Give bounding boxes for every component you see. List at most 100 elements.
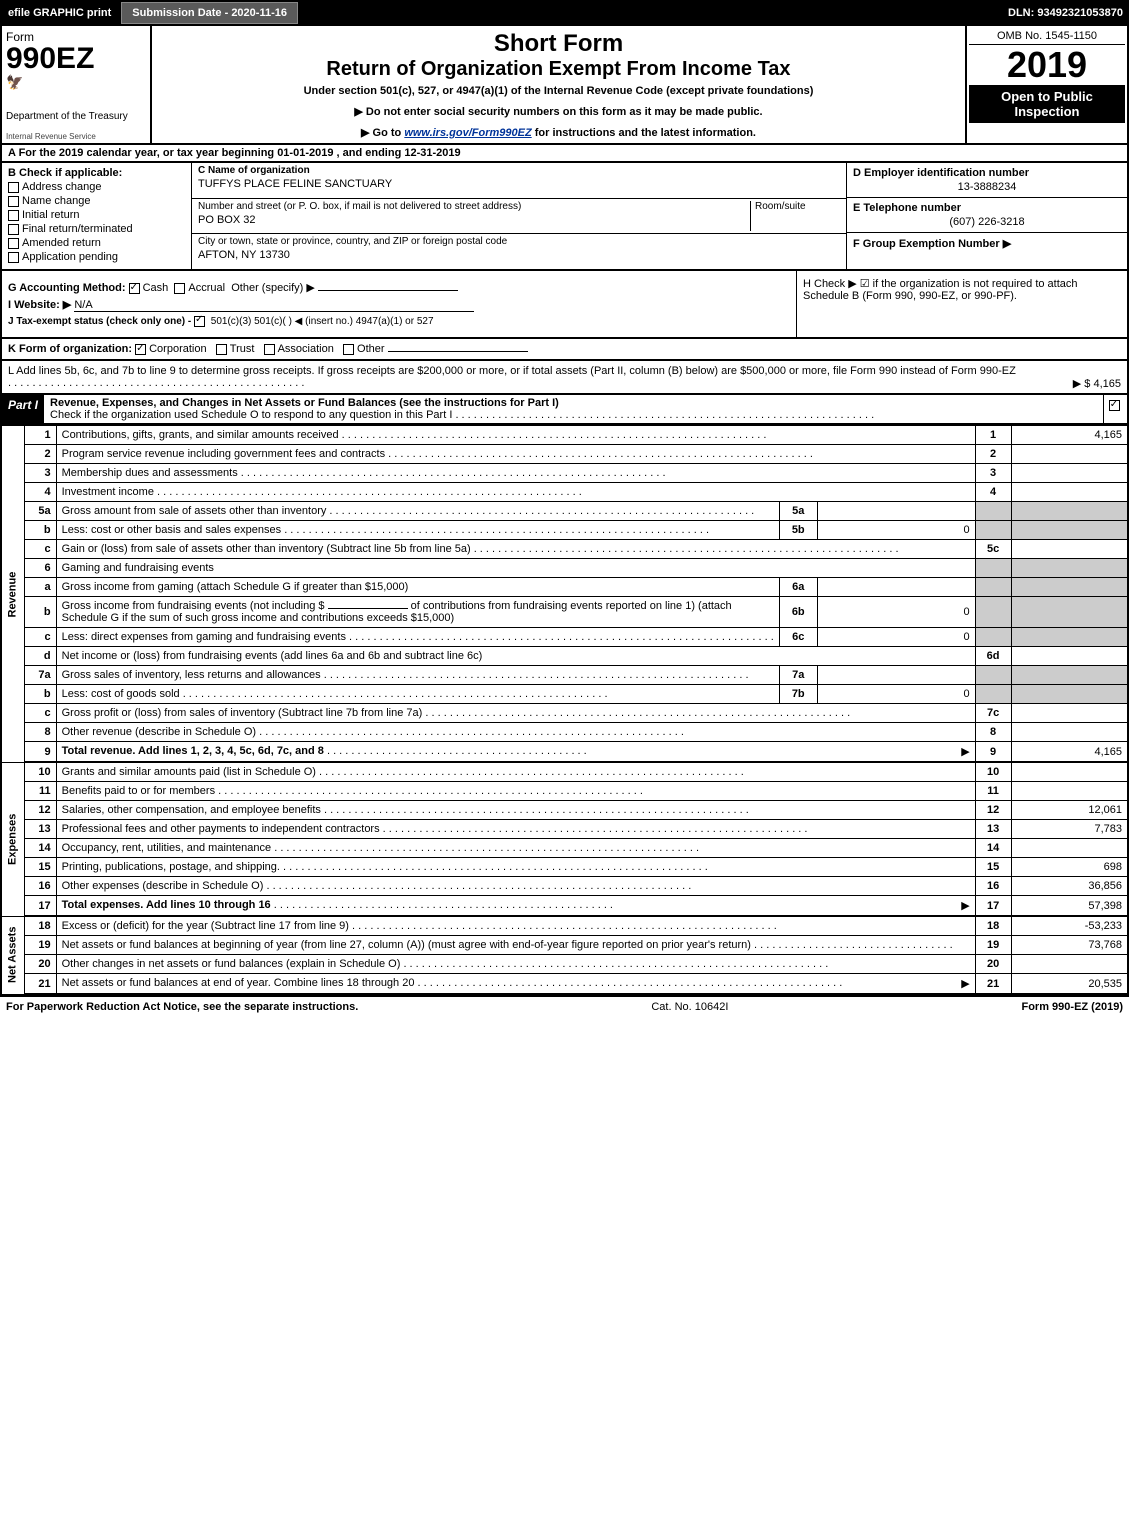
- city-cell: City or town, state or province, country…: [192, 234, 846, 269]
- gh-right: H Check ▶ ☑ if the organization is not r…: [797, 271, 1127, 337]
- check-header: B Check if applicable:: [8, 167, 185, 179]
- addr-value: PO BOX 32: [198, 214, 750, 226]
- section-subtitle: Under section 501(c), 527, or 4947(a)(1)…: [160, 85, 957, 97]
- open-to-public: Open to Public Inspection: [969, 85, 1125, 123]
- check-final-return[interactable]: Final return/terminated: [8, 223, 185, 235]
- irs-link-note: ▶ Go to www.irs.gov/Form990EZ for instru…: [160, 126, 957, 139]
- expenses-side-label: Expenses: [1, 762, 25, 916]
- ssn-warning: ▶ Do not enter social security numbers o…: [160, 105, 957, 118]
- website-line: I Website: ▶ N/A: [8, 298, 790, 312]
- tax-year: 2019: [969, 45, 1125, 85]
- header-right: OMB No. 1545-1150 2019 Open to Public In…: [967, 26, 1127, 143]
- part-1-table: Revenue 1 Contributions, gifts, grants, …: [0, 425, 1129, 995]
- form-header: Form 990EZ 🦅 Department of the Treasury …: [0, 26, 1129, 145]
- l-amount: ▶ $ 4,165: [1073, 377, 1121, 390]
- 501c3-checkbox[interactable]: [194, 316, 205, 327]
- line-5b: b Less: cost or other basis and sales ex…: [1, 521, 1128, 540]
- efile-label: efile GRAPHIC print: [0, 7, 119, 19]
- line-16: 16 Other expenses (describe in Schedule …: [1, 877, 1128, 896]
- line-15: 15 Printing, publications, postage, and …: [1, 858, 1128, 877]
- h-label: H Check ▶ ☑ if the organization is not r…: [803, 277, 1121, 302]
- goto-text: ▶ Go to: [361, 127, 404, 139]
- room-label: Room/suite: [750, 201, 840, 232]
- line-8: 8 Other revenue (describe in Schedule O)…: [1, 723, 1128, 742]
- line-5a: 5a Gross amount from sale of assets othe…: [1, 502, 1128, 521]
- top-bar: efile GRAPHIC print Submission Date - 20…: [0, 0, 1129, 26]
- revenue-side-label: Revenue: [1, 426, 25, 763]
- part-1-header-row: Part I Revenue, Expenses, and Changes in…: [0, 395, 1129, 425]
- line-7a: 7a Gross sales of inventory, less return…: [1, 666, 1128, 685]
- irs-link[interactable]: www.irs.gov/Form990EZ: [404, 127, 531, 139]
- tax-exempt-status: J Tax-exempt status (check only one) - 5…: [8, 316, 790, 327]
- ein-cell: D Employer identification number 13-3888…: [847, 163, 1127, 198]
- city-value: AFTON, NY 13730: [198, 249, 840, 261]
- website-value: N/A: [74, 299, 474, 312]
- right-info-col: D Employer identification number 13-3888…: [847, 163, 1127, 269]
- i-label: I Website: ▶: [8, 299, 71, 311]
- phone-cell: E Telephone number (607) 226-3218: [847, 198, 1127, 233]
- line-4: 4 Investment income 4: [1, 483, 1128, 502]
- line-7c: c Gross profit or (loss) from sales of i…: [1, 704, 1128, 723]
- j-opts: 501(c)(3) 501(c)( ) ◀ (insert no.) 4947(…: [211, 316, 434, 327]
- part-1-title: Revenue, Expenses, and Changes in Net As…: [50, 397, 559, 409]
- corporation-checkbox[interactable]: [135, 344, 146, 355]
- phone-value: (607) 226-3218: [853, 216, 1121, 228]
- line-6b: b Gross income from fundraising events (…: [1, 597, 1128, 628]
- check-name-change[interactable]: Name change: [8, 195, 185, 207]
- line-2: 2 Program service revenue including gove…: [1, 445, 1128, 464]
- line-19: 19 Net assets or fund balances at beginn…: [1, 936, 1128, 955]
- arrow-icon: ▶: [961, 745, 969, 758]
- group-exemption-cell: F Group Exemption Number ▶: [847, 233, 1127, 254]
- line-14: 14 Occupancy, rent, utilities, and maint…: [1, 839, 1128, 858]
- irs-label: Internal Revenue Service: [6, 132, 96, 141]
- association-checkbox[interactable]: [264, 344, 275, 355]
- check-initial-return[interactable]: Initial return: [8, 209, 185, 221]
- schedule-o-checkbox[interactable]: [1103, 395, 1127, 423]
- part-1-desc: Revenue, Expenses, and Changes in Net As…: [44, 395, 1103, 423]
- short-form-title: Short Form: [160, 30, 957, 58]
- g-label: G Accounting Method:: [8, 282, 126, 294]
- other-specify-field[interactable]: [318, 290, 458, 291]
- trust-checkbox[interactable]: [216, 344, 227, 355]
- form-version: Form 990-EZ (2019): [1021, 1001, 1123, 1013]
- l-text: L Add lines 5b, 6c, and 7b to line 9 to …: [8, 365, 1016, 377]
- arrow-icon: ▶: [961, 977, 969, 990]
- arrow-icon: ▶: [961, 899, 969, 912]
- addr-label: Number and street (or P. O. box, if mail…: [198, 201, 750, 212]
- main-title: Return of Organization Exempt From Incom…: [160, 58, 957, 81]
- line-13: 13 Professional fees and other payments …: [1, 820, 1128, 839]
- part-1-check-note: Check if the organization used Schedule …: [50, 409, 875, 421]
- k-line: K Form of organization: Corporation Trus…: [0, 339, 1129, 361]
- accounting-method: G Accounting Method: Cash Accrual Other …: [8, 281, 790, 294]
- accrual-checkbox[interactable]: [174, 283, 185, 294]
- goto-suffix: for instructions and the latest informat…: [535, 127, 756, 139]
- line-17: 17 Total expenses. Add lines 10 through …: [1, 896, 1128, 917]
- tax-year-line: A For the 2019 calendar year, or tax yea…: [0, 145, 1129, 163]
- other-org-checkbox[interactable]: [343, 344, 354, 355]
- irs-eagle-icon: 🦅: [6, 74, 146, 91]
- catalog-number: Cat. No. 10642I: [651, 1001, 728, 1013]
- line-6c: c Less: direct expenses from gaming and …: [1, 628, 1128, 647]
- cash-checkbox[interactable]: [129, 283, 140, 294]
- org-name-cell: C Name of organization TUFFYS PLACE FELI…: [192, 163, 846, 199]
- line-5c: c Gain or (loss) from sale of assets oth…: [1, 540, 1128, 559]
- form-number: 990EZ: [6, 44, 146, 74]
- line-3: 3 Membership dues and assessments 3: [1, 464, 1128, 483]
- gh-left: G Accounting Method: Cash Accrual Other …: [2, 271, 797, 337]
- line-11: 11 Benefits paid to or for members 11: [1, 782, 1128, 801]
- page-footer: For Paperwork Reduction Act Notice, see …: [0, 995, 1129, 1017]
- line-20: 20 Other changes in net assets or fund b…: [1, 955, 1128, 974]
- j-label: J Tax-exempt status (check only one) -: [8, 316, 191, 327]
- check-amended-return[interactable]: Amended return: [8, 237, 185, 249]
- l-line: L Add lines 5b, 6c, and 7b to line 9 to …: [0, 361, 1129, 395]
- k-label: K Form of organization:: [8, 343, 132, 355]
- header-left: Form 990EZ 🦅 Department of the Treasury …: [2, 26, 152, 143]
- check-application-pending[interactable]: Application pending: [8, 251, 185, 263]
- ein-value: 13-3888234: [853, 181, 1121, 193]
- 6b-amount-field[interactable]: [328, 608, 408, 609]
- department-label: Department of the Treasury: [6, 111, 146, 122]
- other-org-field[interactable]: [388, 351, 528, 352]
- check-address-change[interactable]: Address change: [8, 181, 185, 193]
- submission-date-button[interactable]: Submission Date - 2020-11-16: [121, 2, 298, 24]
- line-12: 12 Salaries, other compensation, and emp…: [1, 801, 1128, 820]
